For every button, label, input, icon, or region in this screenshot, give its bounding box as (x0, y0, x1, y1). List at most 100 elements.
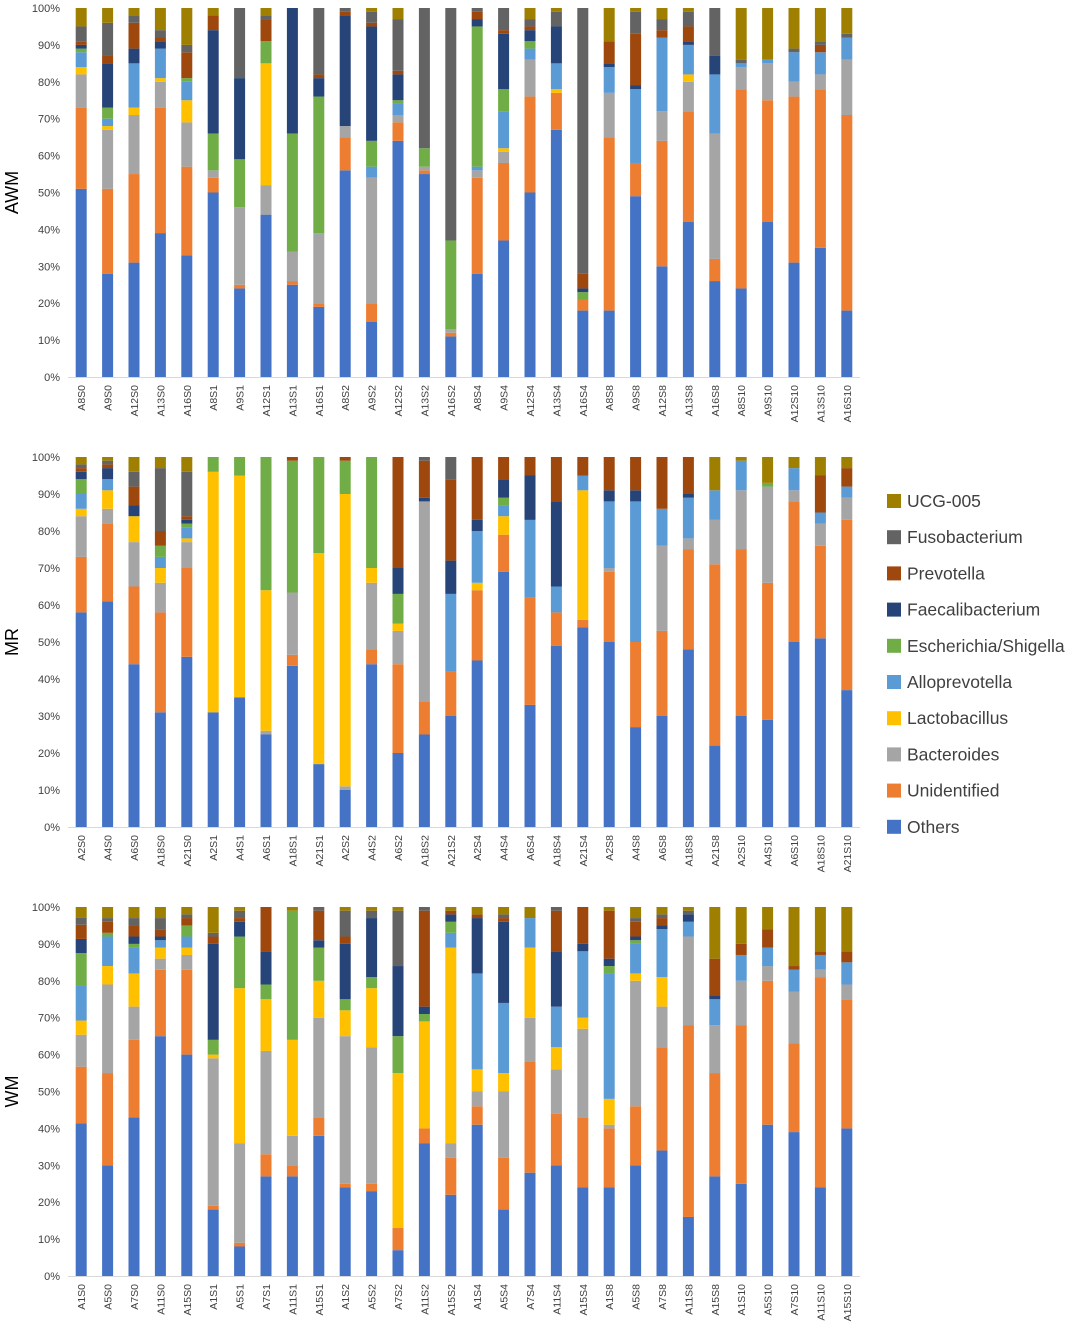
bar-segment-fusobacterium (128, 918, 140, 926)
y-tick-label: 70% (38, 114, 60, 126)
bar-segment-bacteroides (207, 1058, 219, 1206)
x-tick-label: A9S8 (631, 385, 643, 411)
x-tick-label: A11S10 (815, 1284, 827, 1321)
y-tick-label: 60% (38, 600, 60, 612)
bar-segment-prevotella (550, 910, 562, 952)
bar-segment-others (445, 1194, 457, 1276)
bar-A8S8 (603, 8, 615, 377)
bar-segment-alloprevotella (814, 954, 826, 970)
bar-A18S1 (286, 457, 298, 827)
bar-segment-prevotella (524, 457, 536, 476)
bar-segment-prevotella (709, 958, 721, 996)
bar-A4S8 (630, 457, 642, 827)
bar-segment-bacteroides (682, 936, 694, 1026)
bar-segment-lactobacillus (603, 1098, 615, 1125)
bar-segment-alloprevotella (735, 460, 747, 491)
bar-segment-unidentified (550, 612, 562, 646)
bar-segment-alloprevotella (524, 918, 536, 948)
bar-segment-bacteroides (102, 129, 114, 189)
bar-segment-others (471, 273, 483, 377)
bar-segment-bacteroides (735, 980, 747, 1026)
bar-A11S10 (814, 907, 826, 1276)
bar-segment-unidentified (814, 89, 826, 248)
bar-segment-lactobacillus (102, 966, 114, 985)
bar-segment-ucg-005 (102, 457, 114, 461)
bar-segment-unidentified (102, 523, 114, 602)
bar-segment-unidentified (313, 1117, 325, 1136)
bar-segment-faecalibacterium (392, 568, 404, 594)
bar-A13S8 (682, 8, 694, 377)
bar-A21S10 (841, 457, 853, 827)
bar-segment-alloprevotella (682, 44, 694, 75)
bar-segment-fusobacterium (234, 8, 246, 79)
bar-segment-fusobacterium (418, 907, 430, 911)
bar-segment-ucg-005 (260, 8, 272, 16)
bar-segment-bacteroides (788, 991, 800, 1044)
bar-segment-fusobacterium (75, 26, 87, 42)
x-tick-label: A15S2 (446, 1284, 458, 1316)
y-tick-label: 20% (38, 1197, 60, 1209)
bar-A15S1 (313, 907, 325, 1276)
bar-segment-alloprevotella (524, 48, 536, 60)
y-tick-label: 60% (38, 151, 60, 163)
bar-segment-ucg-005 (682, 907, 694, 911)
bar-segment-unidentified (102, 1073, 114, 1166)
bar-segment-prevotella (445, 479, 457, 561)
bar-A16S8 (709, 8, 721, 377)
bar-segment-faecalibacterium (577, 288, 589, 293)
bar-segment-others (154, 1036, 166, 1276)
bar-A8S2 (339, 8, 351, 377)
bar-segment-prevotella (260, 19, 272, 42)
bar-segment-bacteroides (102, 984, 114, 1074)
bar-A12S4 (524, 8, 536, 377)
x-tick-label: A6S2 (393, 835, 405, 861)
bar-segment-fusobacterium (128, 471, 140, 487)
bar-segment-bacteroides (814, 74, 826, 90)
bar-segment-others (656, 266, 668, 377)
bar-A5S1 (234, 907, 246, 1276)
bar-segment-unidentified (577, 1117, 589, 1188)
bar-segment-alloprevotella (603, 973, 615, 1099)
bar-segment-prevotella (418, 460, 430, 498)
bar-segment-others (392, 1250, 404, 1276)
bar-segment-escherichia-shigella (630, 940, 642, 944)
x-tick-label: A16S2 (446, 385, 458, 417)
bar-segment-others (603, 310, 615, 377)
legend-item: Others (887, 817, 960, 837)
bar-segment-escherichia-shigella (286, 910, 298, 1040)
bar-A11S1 (286, 907, 298, 1276)
bar-segment-others (75, 188, 87, 377)
x-tick-label: A7S2 (393, 1284, 405, 1310)
y-tick-label: 70% (38, 563, 60, 575)
bar-A2S2 (339, 457, 351, 827)
bar-segment-faecalibacterium (524, 30, 536, 42)
bar-segment-ucg-005 (392, 8, 404, 20)
bar-segment-others (75, 612, 87, 827)
bar-segment-lactobacillus (577, 1017, 589, 1029)
bar-segment-fusobacterium (814, 41, 826, 45)
x-tick-label: A12S10 (789, 385, 801, 423)
bar-segment-bacteroides (181, 122, 193, 167)
bar-A1S8 (603, 907, 615, 1276)
y-tick-label: 0% (44, 372, 60, 384)
bar-segment-others (498, 571, 510, 827)
bar-segment-others (234, 1246, 246, 1276)
x-tick-label: A13S10 (815, 385, 827, 423)
bar-segment-ucg-005 (154, 8, 166, 31)
bar-segment-others (735, 288, 747, 377)
bar-segment-fusobacterium (498, 914, 510, 919)
bar-segment-prevotella (630, 33, 642, 86)
bar-segment-alloprevotella (788, 969, 800, 992)
bar-segment-prevotella (181, 52, 193, 79)
bar-segment-unidentified (471, 1106, 483, 1125)
legend-item: Faecalibacterium (887, 600, 1040, 620)
bar-segment-bacteroides (392, 630, 404, 665)
bar-segment-lactobacillus (75, 1020, 87, 1035)
bar-segment-unidentified (603, 137, 615, 311)
bar-segment-others (445, 336, 457, 377)
bar-segment-lactobacillus (418, 1021, 430, 1129)
bar-segment-others (603, 642, 615, 827)
bar-segment-unidentified (524, 96, 536, 193)
bar-segment-escherichia-shigella (313, 947, 325, 981)
x-tick-label: A21S4 (578, 835, 590, 867)
